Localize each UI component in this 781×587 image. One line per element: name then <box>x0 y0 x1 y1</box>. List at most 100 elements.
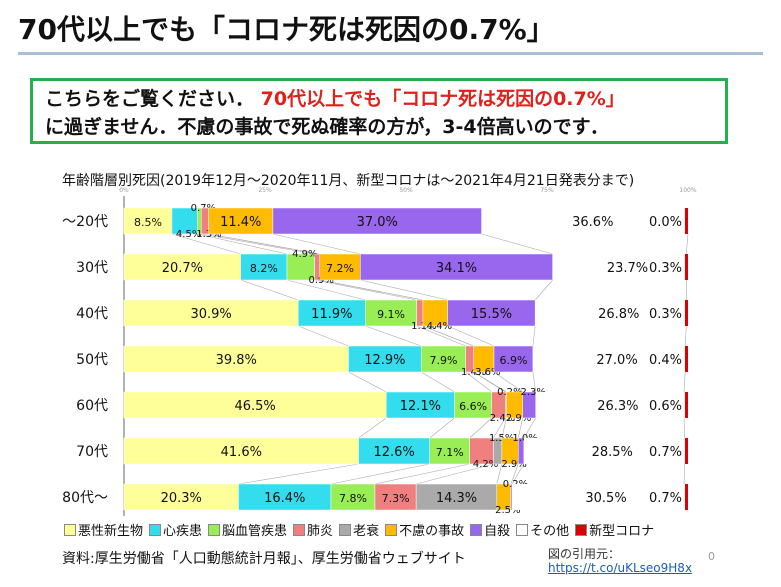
bar-segment <box>685 484 688 510</box>
data-label: 20.3% <box>161 491 202 506</box>
bar-segment <box>238 483 332 511</box>
bar-segment <box>286 253 315 281</box>
legend-item: 肺炎 <box>293 520 333 539</box>
legend-swatch <box>385 523 398 536</box>
chart-title: 年齢階層別死因(2019年12月～2020年11月、新型コロナは～2021年4月… <box>62 173 635 189</box>
connector-line <box>298 325 349 347</box>
legend-label: 悪性新生物 <box>78 524 144 539</box>
connector-line <box>534 279 553 301</box>
data-label: 0.3% <box>649 307 682 322</box>
connector-line <box>208 233 320 255</box>
data-label: 2.3% <box>521 387 546 398</box>
connector-line <box>683 417 685 439</box>
data-label: 12.1% <box>400 399 441 414</box>
bar-segment <box>374 483 417 511</box>
connector-line <box>517 417 524 439</box>
bar-segment <box>358 437 430 465</box>
bar-segment <box>208 207 274 235</box>
page-title: 70代以上でも「コロナ死は死因の0.7%」 <box>18 8 763 55</box>
data-label: 2.9% <box>501 459 526 470</box>
legend-label: 肺炎 <box>307 524 334 539</box>
data-label: 36.6% <box>572 215 613 230</box>
data-label: 6.9% <box>499 354 527 367</box>
callout-box: こちらをご覧ください． 70代以上でも「コロナ死は死因の0.7%」 に過ぎません… <box>30 78 728 144</box>
data-label: 0.6% <box>649 399 682 414</box>
connector-line <box>330 463 430 485</box>
bar-segment <box>429 437 470 465</box>
bar-segment <box>319 253 361 281</box>
connector-line <box>421 371 455 393</box>
page-number: 0 <box>708 550 715 563</box>
category-label: ～20代 <box>62 214 108 230</box>
bar-segment <box>552 254 687 280</box>
legend-label: 脳血管疾患 <box>222 524 288 539</box>
connector-line <box>473 371 507 393</box>
legend-label: 心疾患 <box>163 524 203 539</box>
data-label: 0.7% <box>649 445 682 460</box>
legend-swatch <box>149 523 162 536</box>
data-label: 30.9% <box>190 307 231 322</box>
data-label: 7.3% <box>382 492 410 505</box>
x-tick-label: 100% <box>679 187 696 194</box>
connector-line <box>272 233 361 255</box>
connector-line <box>358 417 387 439</box>
bar-segment <box>415 483 498 511</box>
data-label: 0.3% <box>649 261 682 276</box>
legend-label: その他 <box>530 524 570 539</box>
connector-line <box>481 233 553 255</box>
connector-line <box>511 463 525 485</box>
legend-swatch <box>470 523 483 536</box>
bar-segment <box>123 207 173 235</box>
bar-segment <box>123 253 241 281</box>
connector-line <box>510 463 519 485</box>
connector-line <box>201 233 315 255</box>
category-label: 70代 <box>76 444 108 460</box>
data-label: 37.0% <box>357 215 398 230</box>
connector-line <box>532 371 537 393</box>
connector-line <box>238 463 359 485</box>
data-label: 3.6% <box>475 367 500 378</box>
bar-segment <box>523 438 685 464</box>
x-tick-label: 0% <box>119 187 129 194</box>
bar-segment <box>298 299 366 327</box>
data-label: 4.9% <box>292 249 317 260</box>
x-tick-label: 50% <box>399 187 413 194</box>
data-label: 26.3% <box>597 399 638 414</box>
callout-highlight: 70代以上でも「コロナ死は死因の0.7%」 <box>260 88 625 110</box>
bar-segment <box>123 437 359 465</box>
source-note: 資料:厚生労働省「人口動態統計月報」、厚生労働省ウェブサイト <box>62 551 466 567</box>
connector-line <box>493 417 506 439</box>
legend-swatch <box>339 523 352 536</box>
legend-label: 老衰 <box>353 524 380 539</box>
data-label: 39.8% <box>216 353 257 368</box>
data-label: 41.6% <box>221 445 262 460</box>
data-label: 27.0% <box>596 353 637 368</box>
data-label: 2.5% <box>495 505 520 516</box>
bar-segment <box>348 345 422 373</box>
callout-line-1: こちらをご覧ください． 70代以上でも「コロナ死は死因の0.7%」 <box>45 85 713 113</box>
data-label: 20.7% <box>162 261 203 276</box>
legend-swatch <box>64 523 76 536</box>
x-tick-label: 75% <box>540 187 554 194</box>
legend-item: 悪性新生物 <box>64 520 143 539</box>
legend-item: 脳血管疾患 <box>208 520 287 539</box>
citation-link[interactable]: https://t.co/uKLseo9H8x <box>548 561 693 575</box>
bar-segment <box>532 346 686 372</box>
bar-segment <box>447 299 536 327</box>
legend-item: その他 <box>516 520 569 539</box>
data-label: 11.9% <box>311 307 352 322</box>
connector-line <box>374 463 470 485</box>
data-label: 0.9% <box>308 275 333 286</box>
bar-segment <box>360 253 553 281</box>
bar-segment <box>123 345 349 373</box>
connector-line <box>686 233 689 255</box>
legend-item: 新型コロナ <box>575 520 654 539</box>
bar-segment <box>535 392 685 418</box>
connector-line <box>286 279 366 301</box>
data-label: 12.9% <box>364 353 405 368</box>
bar-segment <box>481 208 688 234</box>
data-label: 8.5% <box>134 216 162 229</box>
bar-segment <box>685 300 688 326</box>
data-label: 1.4% <box>461 367 486 378</box>
connector-line <box>684 325 687 347</box>
